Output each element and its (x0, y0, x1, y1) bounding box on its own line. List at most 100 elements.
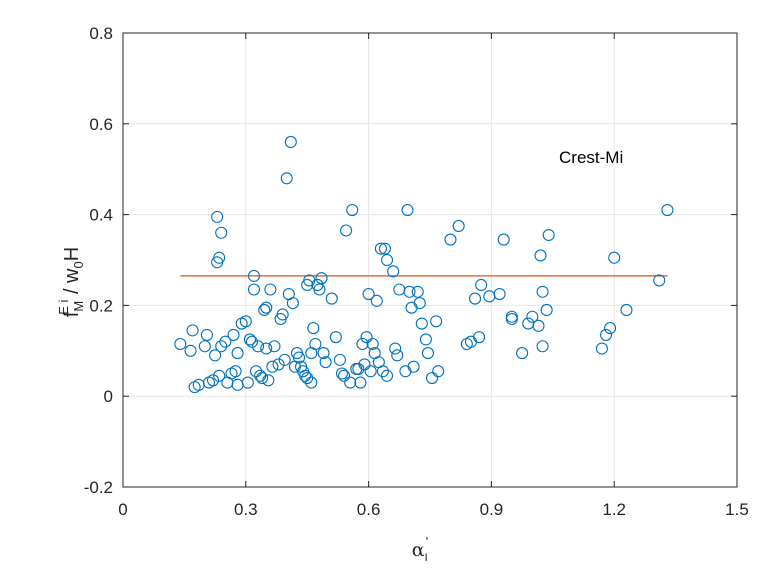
data-point (497, 233, 510, 246)
data-point (360, 331, 373, 344)
data-point (362, 287, 375, 301)
data-point (432, 365, 445, 378)
data-point (260, 301, 273, 314)
data-point (256, 371, 269, 385)
x-tick-label: 0.9 (480, 500, 504, 519)
data-point (340, 224, 353, 237)
data-point (344, 376, 357, 389)
data-point (620, 303, 633, 316)
data-point (213, 369, 226, 382)
data-point (229, 365, 242, 378)
data-point (419, 333, 432, 346)
data-point (430, 315, 443, 328)
data-point (268, 340, 281, 353)
data-point (278, 353, 291, 366)
data-point (215, 340, 228, 353)
plot-area-frame (122, 32, 738, 488)
data-point (595, 342, 608, 355)
data-point (333, 353, 346, 366)
data-point (243, 333, 256, 346)
x-tick-label: 1.5 (725, 500, 749, 519)
data-point (184, 344, 197, 357)
data-point (284, 135, 297, 149)
data-point (280, 172, 293, 185)
data-point (425, 371, 439, 385)
data-point (444, 233, 457, 246)
y-tick-label: 0.2 (89, 296, 113, 315)
data-point (213, 251, 226, 264)
data-point (374, 242, 387, 255)
data-point (241, 376, 254, 389)
data-point (346, 204, 359, 217)
data-point (380, 369, 394, 382)
data-point (335, 367, 349, 380)
data-point (260, 342, 273, 355)
data-point (266, 360, 279, 373)
x-axis-label: αI' (412, 534, 428, 564)
data-point (252, 340, 265, 353)
x-tick-label: 0.6 (357, 500, 381, 519)
data-point (411, 285, 424, 298)
data-point (401, 204, 414, 217)
data-point (536, 340, 549, 353)
data-point (421, 347, 435, 360)
data-point (391, 349, 404, 362)
y-tick-label: 0.8 (89, 24, 113, 43)
data-point (209, 349, 222, 362)
data-point (313, 283, 326, 296)
data-point (540, 303, 553, 316)
data-point (526, 310, 539, 323)
data-point (364, 365, 377, 378)
data-point (403, 285, 416, 298)
data-point (505, 312, 518, 326)
data-point (366, 337, 379, 351)
data-point (378, 242, 392, 255)
data-point (337, 369, 351, 382)
data-point (516, 347, 529, 360)
data-point (407, 360, 420, 373)
data-point (305, 376, 318, 389)
data-point (319, 356, 332, 369)
y-tick-label: 0.6 (89, 115, 113, 134)
data-point (211, 210, 224, 223)
data-point (389, 342, 402, 355)
data-point (473, 331, 486, 344)
data-point (219, 335, 232, 348)
data-point (542, 228, 555, 242)
y-tick-label: -0.2 (84, 478, 113, 497)
data-point (452, 219, 465, 232)
data-points (174, 135, 674, 394)
data-point (249, 365, 263, 378)
data-point (661, 204, 674, 217)
data-point (356, 337, 369, 351)
data-point (329, 331, 342, 344)
data-point (239, 315, 252, 328)
data-point (599, 328, 613, 341)
data-point (475, 278, 488, 292)
data-point (413, 297, 426, 310)
data-point (317, 347, 330, 360)
data-point (207, 374, 220, 387)
data-point (231, 347, 244, 360)
y-axis-ticks: -0.2 0 0.2 0.4 0.6 0.8 (84, 24, 737, 497)
data-point (315, 272, 328, 285)
data-point (292, 351, 306, 364)
data-point (186, 324, 199, 337)
data-point (272, 358, 285, 371)
data-point (358, 358, 371, 371)
data-point (387, 265, 400, 278)
data-point (532, 319, 545, 332)
data-point (198, 340, 211, 353)
y-tick-label: 0 (104, 387, 113, 406)
y-axis-label: fME i / w0H (56, 247, 86, 317)
data-point (286, 297, 299, 310)
data-point (258, 303, 271, 316)
data-point (174, 337, 187, 351)
data-point (227, 328, 240, 341)
data-point (415, 317, 428, 330)
data-point (262, 374, 275, 387)
data-point (653, 274, 666, 287)
x-tick-label: 0.3 (234, 500, 258, 519)
data-point (307, 322, 320, 335)
